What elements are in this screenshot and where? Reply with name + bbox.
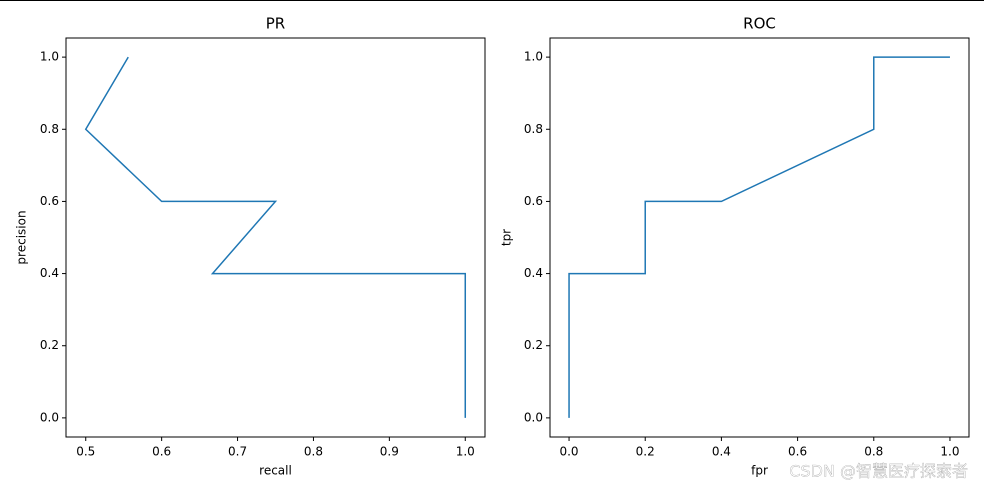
y-axis-label: precision	[15, 210, 29, 264]
x-tick-label: 1.0	[940, 445, 959, 459]
y-tick-label: 1.0	[524, 50, 543, 64]
axes-frame	[549, 37, 970, 438]
line	[568, 56, 950, 418]
x-axis-label: fpr	[751, 464, 768, 478]
chart-title: PR	[266, 15, 285, 33]
x-axis-label: recall	[259, 464, 292, 478]
x-tick-label: 0.8	[304, 445, 323, 459]
x-tick-label: 0.6	[788, 445, 807, 459]
x-tick-label: 0.4	[712, 445, 731, 459]
x-tick-label: 0.0	[559, 445, 578, 459]
x-tick-label: 0.8	[864, 445, 883, 459]
y-tick-label: 0.2	[524, 338, 543, 352]
y-tick-label: 0.8	[524, 122, 543, 136]
y-tick-label: 0.0	[40, 410, 59, 424]
x-tick-label: 0.6	[152, 445, 171, 459]
x-tick-label: 0.2	[636, 445, 655, 459]
watermark: CSDN @智慧医疗探索者	[789, 462, 968, 481]
x-tick-label: 0.7	[228, 445, 247, 459]
chart-title: ROC	[743, 15, 776, 33]
y-tick-label: 0.6	[524, 194, 543, 208]
line	[84, 56, 467, 418]
y-tick-label: 0.2	[40, 338, 59, 352]
y-tick-label: 0.8	[40, 122, 59, 136]
y-tick-label: 0.4	[524, 266, 543, 280]
x-tick-label: 0.5	[76, 445, 95, 459]
y-tick-label: 1.0	[40, 50, 59, 64]
x-tick-label: 0.9	[380, 445, 399, 459]
y-tick-label: 0.6	[40, 194, 59, 208]
y-tick-label: 0.0	[524, 410, 543, 424]
y-axis-label: tpr	[500, 229, 514, 246]
axes-frame	[65, 37, 486, 438]
x-tick-label: 1.0	[456, 445, 475, 459]
y-tick-label: 0.4	[40, 266, 59, 280]
